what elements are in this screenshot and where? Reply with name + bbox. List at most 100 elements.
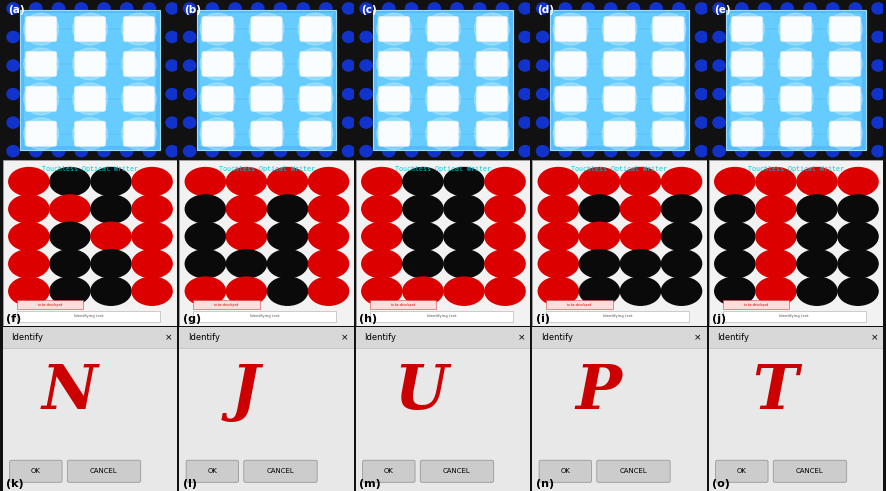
Text: Identifying text: Identifying text xyxy=(426,314,456,318)
Circle shape xyxy=(166,3,178,14)
Circle shape xyxy=(360,3,372,14)
Circle shape xyxy=(425,118,461,150)
Circle shape xyxy=(735,146,748,157)
Ellipse shape xyxy=(132,222,172,250)
Circle shape xyxy=(249,13,284,45)
FancyBboxPatch shape xyxy=(362,460,415,482)
Ellipse shape xyxy=(797,277,837,305)
Circle shape xyxy=(650,146,663,157)
Text: (b): (b) xyxy=(184,5,201,15)
Circle shape xyxy=(553,13,588,45)
Text: (h): (h) xyxy=(359,314,377,324)
Text: OK: OK xyxy=(560,468,571,474)
FancyBboxPatch shape xyxy=(3,160,177,326)
Circle shape xyxy=(474,31,486,43)
Text: ×: × xyxy=(694,333,702,342)
Circle shape xyxy=(696,146,708,157)
Circle shape xyxy=(828,13,862,45)
FancyBboxPatch shape xyxy=(731,16,763,42)
Circle shape xyxy=(758,3,771,14)
FancyBboxPatch shape xyxy=(193,311,337,322)
Circle shape xyxy=(229,3,241,14)
Ellipse shape xyxy=(185,195,225,223)
Circle shape xyxy=(297,31,309,43)
Circle shape xyxy=(360,88,372,100)
Circle shape xyxy=(804,117,816,128)
Circle shape xyxy=(672,31,685,43)
FancyBboxPatch shape xyxy=(10,460,62,482)
Circle shape xyxy=(559,88,571,100)
Text: OK: OK xyxy=(207,468,217,474)
Circle shape xyxy=(97,60,110,71)
Text: Identify: Identify xyxy=(12,333,43,342)
Text: ×: × xyxy=(165,333,172,342)
Circle shape xyxy=(252,31,264,43)
Circle shape xyxy=(343,146,354,157)
Ellipse shape xyxy=(9,277,49,305)
Circle shape xyxy=(696,60,708,71)
Circle shape xyxy=(121,13,157,45)
Circle shape xyxy=(383,117,395,128)
Circle shape xyxy=(827,31,839,43)
Circle shape xyxy=(252,88,264,100)
Ellipse shape xyxy=(226,250,267,278)
Circle shape xyxy=(7,146,19,157)
FancyBboxPatch shape xyxy=(26,121,57,146)
Circle shape xyxy=(383,31,395,43)
Circle shape xyxy=(297,146,309,157)
Circle shape xyxy=(75,117,88,128)
Circle shape xyxy=(604,60,617,71)
Ellipse shape xyxy=(444,250,484,278)
Circle shape xyxy=(779,118,813,150)
Ellipse shape xyxy=(579,222,619,250)
Ellipse shape xyxy=(308,277,348,305)
Ellipse shape xyxy=(485,222,525,250)
FancyBboxPatch shape xyxy=(3,348,177,491)
FancyBboxPatch shape xyxy=(781,51,812,77)
Circle shape xyxy=(183,60,196,71)
FancyBboxPatch shape xyxy=(420,460,494,482)
Circle shape xyxy=(735,31,748,43)
Circle shape xyxy=(537,146,548,157)
Circle shape xyxy=(872,60,884,71)
Circle shape xyxy=(713,117,726,128)
Text: J: J xyxy=(231,362,260,422)
Circle shape xyxy=(559,3,571,14)
Ellipse shape xyxy=(268,167,307,196)
Circle shape xyxy=(672,117,685,128)
Circle shape xyxy=(650,3,663,14)
Circle shape xyxy=(30,60,42,71)
Circle shape xyxy=(97,88,110,100)
FancyBboxPatch shape xyxy=(186,460,238,482)
FancyBboxPatch shape xyxy=(829,86,860,111)
Circle shape xyxy=(383,60,395,71)
Circle shape xyxy=(713,60,726,71)
FancyBboxPatch shape xyxy=(653,51,684,77)
FancyBboxPatch shape xyxy=(17,311,159,322)
FancyBboxPatch shape xyxy=(202,16,233,42)
Text: ×: × xyxy=(871,333,878,342)
Ellipse shape xyxy=(579,195,619,223)
Circle shape xyxy=(144,31,156,43)
Ellipse shape xyxy=(403,250,443,278)
Ellipse shape xyxy=(838,195,878,223)
Circle shape xyxy=(297,117,309,128)
FancyBboxPatch shape xyxy=(179,160,354,326)
Ellipse shape xyxy=(715,195,755,223)
Circle shape xyxy=(383,88,395,100)
Circle shape xyxy=(758,88,771,100)
Circle shape xyxy=(779,83,813,115)
Ellipse shape xyxy=(9,250,49,278)
Circle shape xyxy=(200,83,235,115)
Circle shape xyxy=(297,3,309,14)
Ellipse shape xyxy=(226,277,267,305)
Circle shape xyxy=(604,3,617,14)
Circle shape xyxy=(451,88,463,100)
Circle shape xyxy=(73,83,107,115)
Circle shape xyxy=(627,117,640,128)
Circle shape xyxy=(474,146,486,157)
Circle shape xyxy=(275,117,286,128)
Circle shape xyxy=(537,3,548,14)
Text: Identifying text: Identifying text xyxy=(780,314,809,318)
Ellipse shape xyxy=(539,167,579,196)
